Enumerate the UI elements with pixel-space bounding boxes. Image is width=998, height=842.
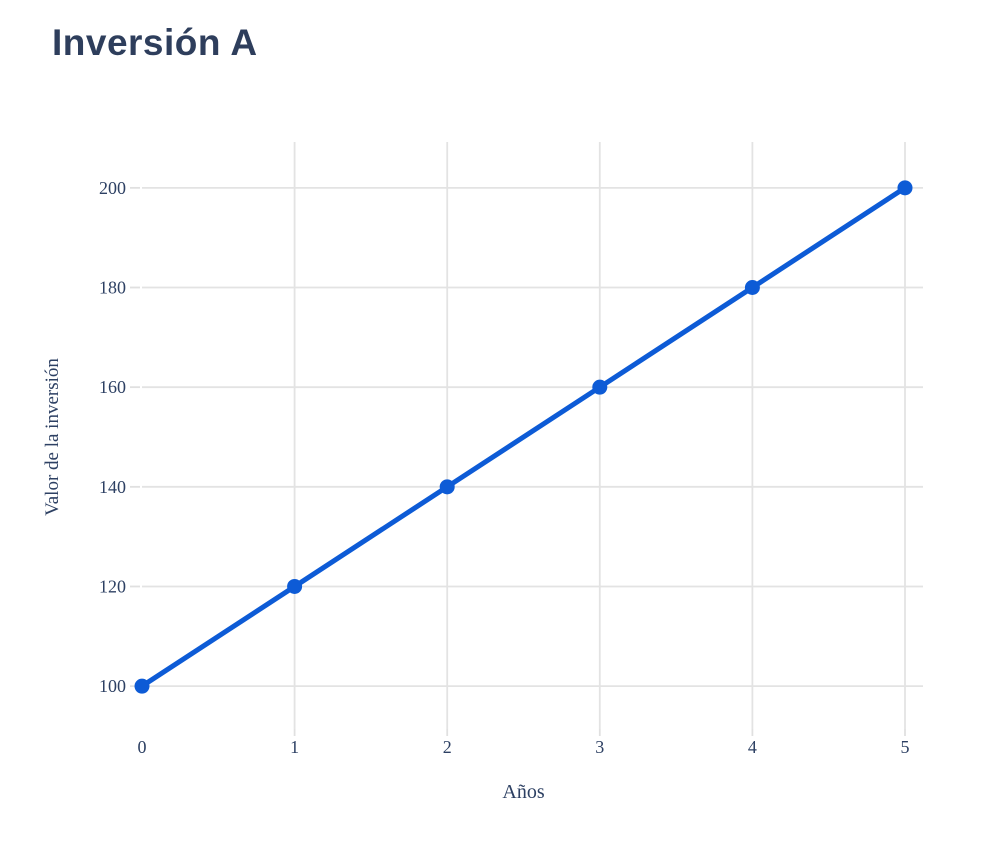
y-tick-label: 160 <box>99 377 126 397</box>
x-tick-label: 1 <box>290 737 299 757</box>
data-point <box>897 180 913 196</box>
x-tick-label: 2 <box>443 737 452 757</box>
data-point <box>592 379 608 395</box>
data-point <box>287 578 303 594</box>
data-point <box>134 678 150 694</box>
x-axis-title: Años <box>502 781 544 803</box>
data-line <box>139 185 908 689</box>
y-tick-label: 100 <box>99 676 126 696</box>
data-point <box>439 479 455 495</box>
x-tick-label: 5 <box>900 737 909 757</box>
x-tick-label: 0 <box>138 737 147 757</box>
chart-title: Inversión A <box>52 22 258 63</box>
y-axis-title: Valor de la inversión <box>42 358 63 516</box>
x-tick-label: 3 <box>595 737 604 757</box>
y-tick-label: 140 <box>99 477 126 497</box>
data-point <box>744 280 760 296</box>
x-tick-label: 4 <box>748 737 757 757</box>
y-tick-label: 120 <box>99 576 126 596</box>
y-tick-label: 200 <box>99 178 126 198</box>
y-tick-label: 180 <box>99 278 126 298</box>
